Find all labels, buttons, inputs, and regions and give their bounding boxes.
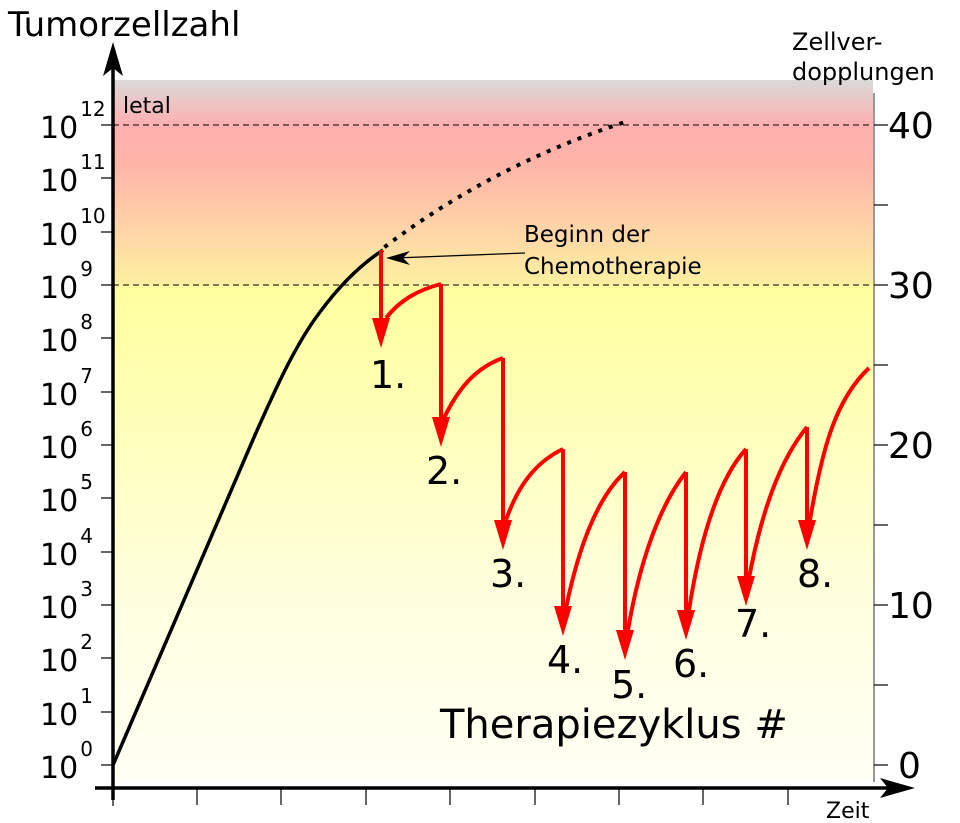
zone-background [113, 80, 873, 780]
arrowhead-icon [494, 520, 512, 550]
cycle-label-5: 5. [611, 663, 647, 707]
y-axis-label: Tumorzellzahl [7, 5, 240, 45]
y2-tick-20: 20 [888, 426, 934, 467]
y-tick-1e3: 103 [40, 577, 93, 626]
annotation-arrow-icon [386, 251, 410, 265]
y-tick-1e2: 102 [40, 630, 93, 679]
y-tick-1e5: 105 [40, 470, 93, 519]
y-tick-1e8: 108 [40, 310, 93, 359]
y-tick-1e7: 107 [40, 364, 93, 413]
cycle-label-4: 4. [547, 638, 583, 682]
y-tick-1e4: 104 [40, 524, 93, 573]
y2-tick-40: 40 [888, 106, 934, 147]
arrowhead-icon [372, 318, 390, 348]
annotation-text-line1: Beginn der [524, 222, 650, 248]
projected-growth-curve [383, 119, 628, 249]
y-tick-1e0: 100 [40, 737, 93, 786]
therapy-cycles [379, 250, 871, 633]
annotation-text-line2: Chemotherapie [524, 254, 702, 280]
arrowhead-icon [432, 417, 450, 447]
y-tick-1e10: 1010 [40, 204, 106, 253]
arrowhead-icon [677, 610, 695, 640]
y-tick-1e11: 1011 [40, 150, 106, 199]
y-axis-arrow-icon [103, 42, 123, 76]
cycle-caption: Therapiezyklus # [439, 702, 788, 748]
cycle-label-8: 8. [797, 552, 833, 596]
y2-tick-10: 10 [888, 586, 934, 627]
arrowhead-icon [616, 630, 634, 660]
right-axis: 40 30 20 10 0 Zellver- dopplungen [792, 28, 935, 787]
y-tick-labels: 100 101 102 103 104 105 106 107 108 109 … [40, 97, 106, 786]
cycle-label-6: 6. [673, 642, 709, 686]
cycle-label-7: 7. [735, 602, 771, 646]
arrowhead-icon [554, 606, 572, 636]
y-tick-1e6: 106 [40, 417, 93, 466]
x-axis: Zeit [95, 778, 915, 823]
y-tick-1e1: 101 [40, 684, 93, 733]
x-axis-label: Zeit [826, 799, 870, 823]
cycle-label-3: 3. [490, 552, 526, 596]
y2-axis-label-line2: dopplungen [792, 58, 935, 86]
x-axis-arrow-icon [880, 778, 915, 798]
therapy-arrowheads [372, 318, 816, 660]
y-tick-1e12: 1012 [40, 97, 106, 146]
y2-axis-label-line1: Zellver- [792, 28, 883, 56]
cycle-label-2: 2. [426, 449, 462, 493]
cycle-label-1: 1. [370, 353, 406, 397]
y2-tick-0: 0 [898, 746, 921, 787]
growth-curve [111, 248, 384, 766]
chemotherapy-start-annotation: Beginn der Chemotherapie [386, 222, 702, 280]
arrowhead-icon [737, 576, 755, 606]
y-tick-1e9: 109 [40, 257, 93, 306]
arrowhead-icon [798, 520, 816, 550]
y2-tick-30: 30 [888, 266, 934, 307]
cycle-labels: 1. 2. 3. 4. 5. 6. 7. 8. [370, 353, 833, 707]
lethal-zone-label: letal [123, 94, 171, 119]
left-axis: Tumorzellzahl 100 101 102 103 104 105 10… [7, 5, 240, 800]
